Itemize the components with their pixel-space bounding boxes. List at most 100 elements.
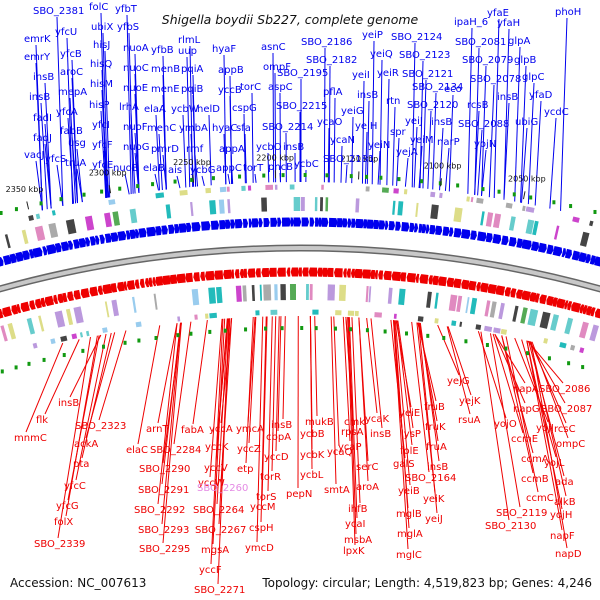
gene-connector: [361, 80, 365, 184]
feature-block: [335, 310, 342, 316]
feature-block: [161, 275, 171, 286]
feature-block: [72, 239, 80, 249]
feature-block: [319, 197, 324, 212]
feature-block: [274, 284, 278, 301]
gene-label: SBO_2260: [197, 483, 248, 494]
feature-block: [525, 219, 535, 235]
gene-label: menB: [151, 64, 180, 75]
marker: [547, 356, 551, 361]
feature-block: [129, 229, 137, 240]
feature-block: [453, 207, 463, 223]
marker: [581, 365, 585, 370]
feature-block: [538, 242, 547, 253]
gene-connector: [76, 168, 83, 203]
gene-label: rmf: [186, 144, 204, 155]
gene-label: yeiH: [355, 121, 377, 132]
feature-block: [51, 210, 56, 216]
feature-block: [392, 200, 396, 215]
gene-label: torS: [256, 492, 277, 503]
feature-block: [439, 192, 443, 199]
gene-connector: [534, 100, 542, 206]
gene-label: insB: [497, 92, 518, 103]
feature-block: [281, 217, 291, 227]
marker: [481, 187, 485, 192]
feature-block: [293, 217, 302, 227]
feature-block: [135, 321, 142, 328]
gene-label: glpA: [508, 36, 530, 47]
feature-block: [546, 295, 554, 306]
feature-block: [476, 197, 484, 204]
gene-label: hyaC: [212, 123, 237, 134]
gene-label: ycaQ: [327, 447, 353, 458]
feature-block: [48, 222, 59, 238]
gene-label: fabB: [60, 126, 83, 137]
feature-block: [529, 292, 537, 302]
feature-block: [126, 280, 136, 290]
feature-block: [484, 300, 491, 317]
feature-block: [532, 220, 539, 236]
gene-connector: [377, 150, 381, 185]
feature-block: [117, 231, 127, 241]
feature-block: [108, 199, 116, 206]
accession-label: Accession: NC_007613: [10, 576, 146, 590]
tick-label: 2050 kbp: [508, 174, 546, 183]
feature-block: [261, 267, 270, 278]
feature-rings: [0, 173, 600, 374]
gene-label: ymbA: [179, 123, 208, 134]
feature-block: [290, 267, 299, 277]
feature-block: [434, 318, 439, 324]
feature-block: [498, 302, 505, 320]
feature-block: [306, 284, 309, 301]
feature-block: [102, 327, 108, 334]
feature-block: [129, 208, 138, 224]
feature-block: [144, 278, 150, 288]
gene-label: SBO_2134: [412, 82, 463, 93]
feature-block: [417, 316, 424, 322]
feature-block: [60, 241, 70, 252]
feature-block: [28, 249, 35, 259]
marker: [0, 369, 4, 374]
feature-block: [461, 279, 470, 290]
gene-connector: [157, 323, 178, 505]
gene-connector: [137, 325, 161, 445]
marker: [42, 357, 46, 362]
feature-block: [274, 184, 278, 190]
gene-connector: [327, 127, 330, 183]
feature-block: [399, 272, 407, 282]
gene-label: insB: [431, 117, 452, 128]
marker: [567, 361, 571, 366]
feature-block: [516, 289, 524, 300]
feature-block: [2, 254, 12, 266]
gene-label: yfcG: [56, 501, 79, 512]
feature-block: [470, 196, 474, 203]
feature-block: [148, 277, 153, 287]
gene-connector: [161, 322, 182, 485]
gene-connector: [530, 341, 568, 549]
gene-label: napD: [555, 549, 582, 560]
feature-block: [112, 211, 121, 226]
feature-block: [448, 294, 458, 312]
gene-label: nuoF: [123, 122, 148, 133]
gene-label: yeiP: [362, 30, 383, 41]
marker: [123, 340, 127, 345]
gene-connector: [448, 94, 454, 192]
gene-connector: [549, 117, 557, 209]
gene-connector: [531, 341, 569, 439]
gene-connector: [345, 164, 348, 183]
gene-label: SBO_2186: [301, 37, 352, 48]
gene-connector: [57, 336, 91, 539]
feature-block: [270, 217, 278, 227]
gene-connector: [418, 145, 423, 189]
gene-label: pqiA: [181, 64, 203, 75]
gene-connector: [201, 175, 205, 186]
feature-block: [200, 271, 206, 281]
gene-label: ycaK: [365, 414, 390, 425]
gene-label: lrhA: [119, 102, 139, 113]
marker: [0, 210, 3, 215]
gene-label: yccD: [264, 452, 289, 463]
feature-block: [57, 293, 64, 304]
feature-block: [350, 268, 355, 278]
gene-connector: [521, 127, 528, 203]
gene-connector: [419, 322, 440, 462]
marker: [137, 338, 141, 343]
